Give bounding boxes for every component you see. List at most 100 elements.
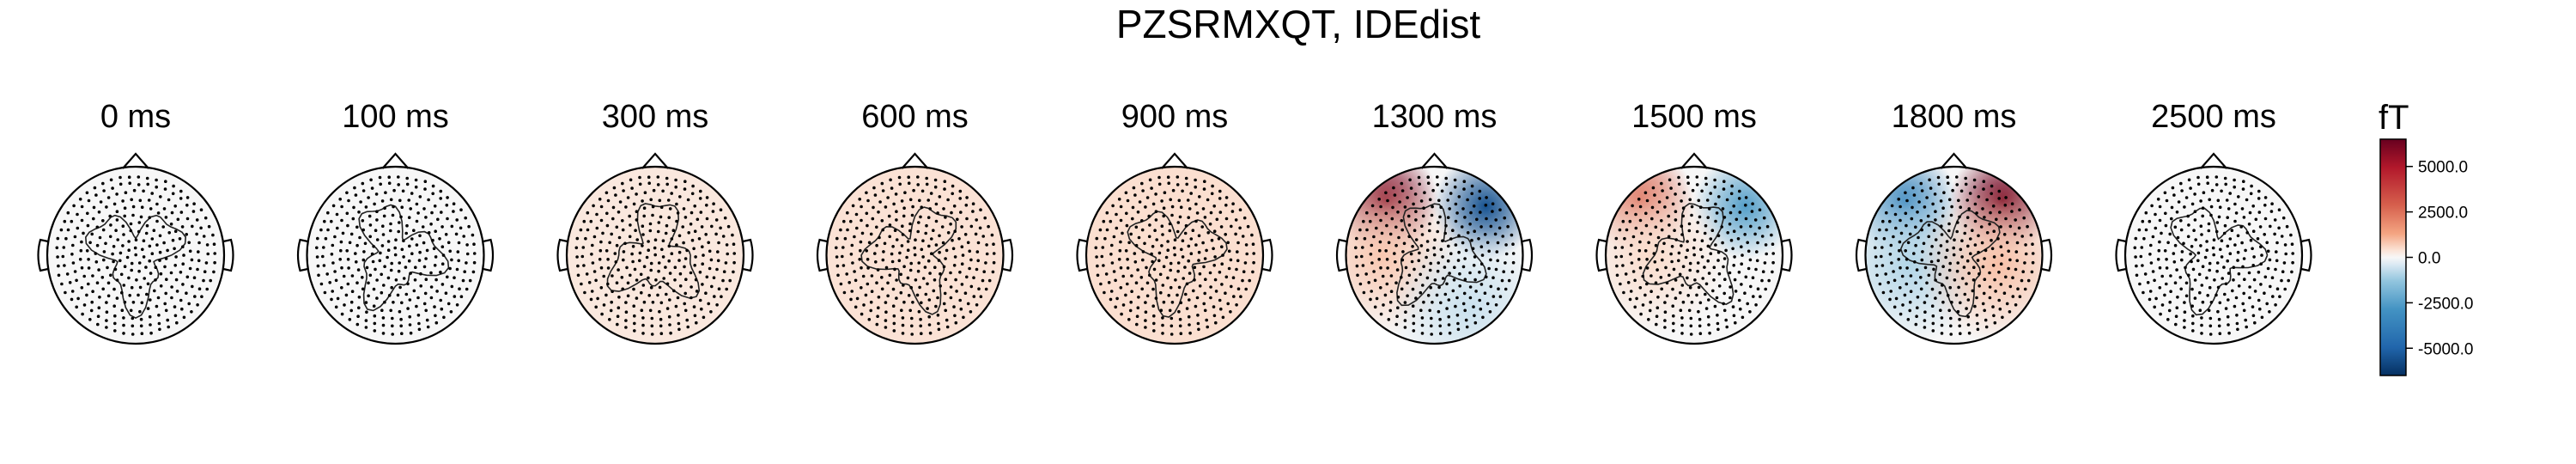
sensor-dot <box>87 258 90 261</box>
sensor-dot <box>1456 259 1461 262</box>
sensor-dot <box>630 186 634 190</box>
sensor-dot <box>1135 322 1139 327</box>
sensor-dot <box>1403 205 1407 209</box>
sensor-dot <box>1471 247 1475 251</box>
sensor-dot <box>373 329 377 333</box>
sensor-dot <box>1372 235 1376 239</box>
sensor-dot <box>629 273 632 278</box>
sensor-dot <box>1473 314 1476 318</box>
sensor-dot <box>1169 268 1172 272</box>
sensor-dot <box>1893 212 1898 217</box>
sensor-dot <box>884 205 888 209</box>
sensor-dot <box>1158 272 1163 277</box>
sensor-dot <box>200 295 204 299</box>
head-outline <box>306 165 485 345</box>
sensor-dot <box>407 216 411 219</box>
sensor-dot <box>1927 235 1930 239</box>
sensor-dot <box>2150 204 2154 208</box>
sensor-dot <box>197 287 202 291</box>
sensor-dot <box>164 180 167 183</box>
sensor-dot <box>455 267 459 272</box>
sensor-dot <box>101 181 105 186</box>
sensor-dot <box>1121 231 1124 235</box>
sensor-dot <box>708 266 712 271</box>
sensor-dot <box>459 208 463 211</box>
sensor-dot <box>334 305 338 309</box>
sensor-dot <box>105 319 108 322</box>
sensor-dot <box>1958 215 1961 219</box>
sensor-dot <box>2140 246 2144 249</box>
nose <box>901 152 929 169</box>
sensor-dot <box>902 206 906 210</box>
sensor-dot <box>94 260 99 264</box>
head-outline <box>565 165 745 345</box>
sensor-dot <box>1244 287 1248 291</box>
sensor-dot <box>1212 314 1217 318</box>
sensor-dot <box>319 228 323 232</box>
sensor-dot <box>1141 258 1145 262</box>
sensor-dot <box>2149 243 2153 247</box>
sensor-dot <box>1973 304 1977 308</box>
sensor-dot <box>1932 229 1936 233</box>
sensor-dot <box>1909 290 1913 294</box>
sensor-dot <box>1633 305 1637 309</box>
sensor-dot <box>1991 205 1996 208</box>
sensor-dot <box>2244 248 2247 253</box>
sensor-dot <box>187 302 191 306</box>
topomap: 900 ms <box>1076 99 1273 345</box>
sensor-dot <box>1176 293 1179 297</box>
sensor-dot <box>1231 276 1236 280</box>
sensor-dot <box>415 304 418 308</box>
sensor-dot <box>658 285 662 290</box>
sensor-dot <box>175 321 179 325</box>
sensor-dot <box>683 187 687 191</box>
sensor-dot <box>2186 214 2190 218</box>
sensor-dot <box>406 307 410 310</box>
sensor-dot <box>1641 303 1645 307</box>
sensor-dot <box>2289 233 2293 237</box>
sensor-dot <box>606 258 610 261</box>
sensor-dot <box>340 312 344 316</box>
sensor-dot <box>1384 249 1388 253</box>
sensor-dot <box>884 326 888 329</box>
sensor-dot <box>170 296 173 300</box>
sensor-dot <box>626 281 630 285</box>
sensor-dot <box>1679 308 1683 313</box>
sensor-dot <box>2280 235 2284 238</box>
sensor-dot <box>158 327 161 332</box>
sensor-dot <box>173 229 178 234</box>
sensor-dot <box>2251 247 2254 251</box>
sensor-dot <box>96 322 100 327</box>
sensor-dot <box>2263 291 2266 296</box>
sensor-dot <box>1231 202 1235 205</box>
sensor-dot <box>1205 248 1208 253</box>
sensor-dot <box>378 175 382 180</box>
sensor-dot <box>2205 240 2208 243</box>
sensor-dot <box>1925 294 1929 298</box>
sensor-dot <box>1115 212 1118 217</box>
sensor-dot <box>2158 218 2162 223</box>
sensor-dot <box>1695 183 1699 186</box>
sensor-dot <box>1383 293 1388 297</box>
sensor-dot <box>2240 241 2244 245</box>
sensor-dot <box>1948 261 1952 266</box>
sensor-dot <box>2168 300 2172 304</box>
sensor-dot <box>162 241 166 245</box>
sensor-dot <box>1712 266 1716 270</box>
sensor-dot <box>1148 223 1151 227</box>
sensor-dot <box>1933 192 1937 196</box>
sensor-dot <box>951 184 955 188</box>
sensor-dot <box>343 303 346 307</box>
sensor-dot <box>347 266 350 270</box>
sensor-dot <box>1438 324 1442 328</box>
sensor-dot <box>1728 211 1733 215</box>
sensor-dot <box>2158 205 2162 209</box>
sensor-dot <box>1621 219 1625 223</box>
sensor-dot <box>397 183 401 186</box>
sensor-dot <box>1454 243 1458 247</box>
sensor-dot <box>937 321 940 326</box>
sensor-dot <box>1393 252 1396 255</box>
sensor-dot <box>381 316 386 320</box>
sensor-dot <box>851 261 854 265</box>
left-ear <box>1076 238 1088 272</box>
